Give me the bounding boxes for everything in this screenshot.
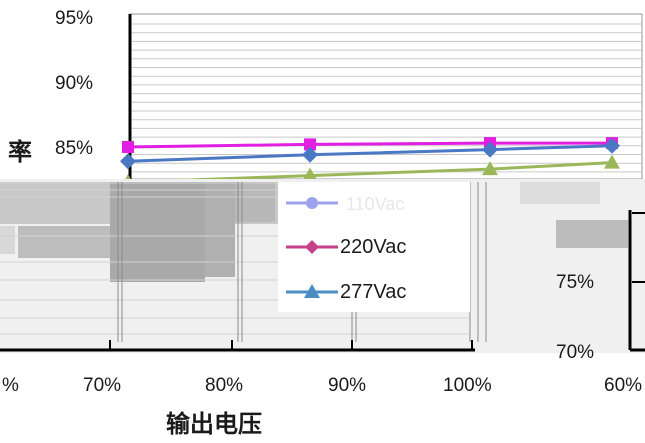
- data-point-277Vac-2: [482, 161, 498, 176]
- y-tick-95: 95%: [55, 8, 93, 29]
- data-point-220Vac-1: [302, 146, 318, 163]
- series-line-277Vac: [127, 161, 613, 184]
- y-tick-90: 90%: [55, 73, 93, 94]
- series-layer: [120, 137, 620, 189]
- data-point-277Vac-3: [604, 154, 620, 169]
- legend-label-220: 220Vac: [340, 236, 406, 258]
- glitch-block-g: [520, 182, 600, 204]
- glitch-block-f: [556, 220, 628, 248]
- data-point-110Vac-1: [304, 138, 316, 151]
- glitch-block-e: [0, 226, 15, 254]
- glitch-block-c: [205, 182, 235, 277]
- legend-marker-220Vac: [305, 240, 319, 254]
- series-line-110Vac: [127, 141, 612, 149]
- legend-label-277: 277Vac: [340, 281, 406, 303]
- x-tick-partial: %: [2, 375, 19, 396]
- data-point-277Vac-1: [302, 167, 318, 182]
- x-tick-marks: [109, 340, 473, 350]
- y-tick-75: 75%: [556, 272, 594, 293]
- data-point-220Vac-0: [120, 153, 136, 170]
- x-tick-60: 60%: [604, 375, 642, 396]
- y-tick-70: 70%: [556, 342, 594, 363]
- legend-marker-277Vac: [304, 284, 320, 298]
- x-tick-70: 70%: [83, 375, 121, 396]
- y-axis-title: 率: [8, 138, 32, 166]
- glitch-block-b: [18, 226, 110, 258]
- glitch-block-a: [110, 182, 205, 282]
- data-point-110Vac-0: [122, 141, 134, 153]
- legend-marker-110Vac: [306, 197, 318, 209]
- series-line-220Vac: [127, 144, 613, 163]
- x-tick-100: 100%: [443, 375, 492, 396]
- y-tick-85: 85%: [55, 138, 93, 159]
- x-tick-80: 80%: [205, 375, 243, 396]
- data-point-220Vac-3: [604, 137, 620, 154]
- data-point-220Vac-2: [482, 141, 498, 158]
- glitch-block-d: [235, 182, 275, 222]
- x-axis-title: 输出电压: [166, 410, 262, 438]
- legend: [286, 197, 338, 298]
- legend-label-obscured: 110Vac: [346, 194, 404, 214]
- x-tick-90: 90%: [328, 375, 366, 396]
